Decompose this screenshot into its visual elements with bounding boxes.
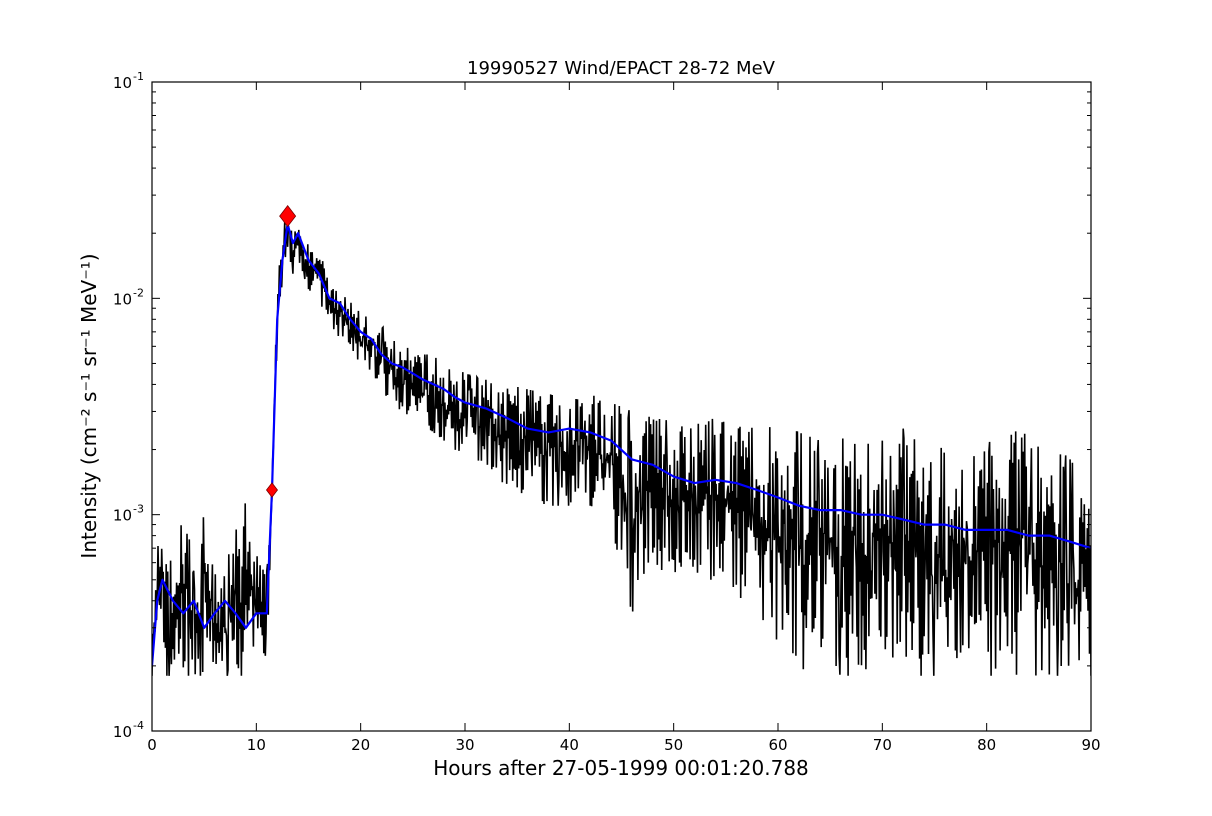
x-axis-label: Hours after 27-05-1999 00:01:20.788 (433, 756, 809, 780)
smoothed-intensity-line (152, 223, 1091, 666)
y-tick-label: 10 (113, 723, 132, 741)
raw-intensity-line (152, 222, 1091, 676)
y-tick-label: 10 (113, 290, 132, 308)
y-tick-exponent: -2 (133, 286, 144, 299)
x-tick-label: 30 (455, 736, 474, 754)
y-tick-exponent: -1 (133, 70, 144, 83)
x-tick-label: 10 (247, 736, 266, 754)
x-tick-label: 0 (147, 736, 157, 754)
x-tick-label: 90 (1081, 736, 1100, 754)
y-tick-exponent: -3 (133, 503, 144, 516)
x-tick-label: 40 (560, 736, 579, 754)
peak-marker (279, 205, 297, 228)
x-tick-label: 70 (873, 736, 892, 754)
y-tick-label: 10 (113, 507, 132, 525)
y-axis-label: Intensity (cm⁻² s⁻¹ sr⁻¹ MeV⁻¹) (77, 253, 101, 558)
onset-marker (265, 482, 278, 498)
plot-frame (151, 81, 1092, 732)
x-tick-label: 50 (664, 736, 683, 754)
y-tick-exponent: -4 (133, 719, 144, 732)
chart-title: 19990527 Wind/EPACT 28-72 MeV (467, 58, 776, 79)
x-tick-label: 20 (351, 736, 370, 754)
x-tick-label: 60 (768, 736, 787, 754)
y-tick-label: 10 (113, 74, 132, 92)
x-tick-label: 80 (977, 736, 996, 754)
